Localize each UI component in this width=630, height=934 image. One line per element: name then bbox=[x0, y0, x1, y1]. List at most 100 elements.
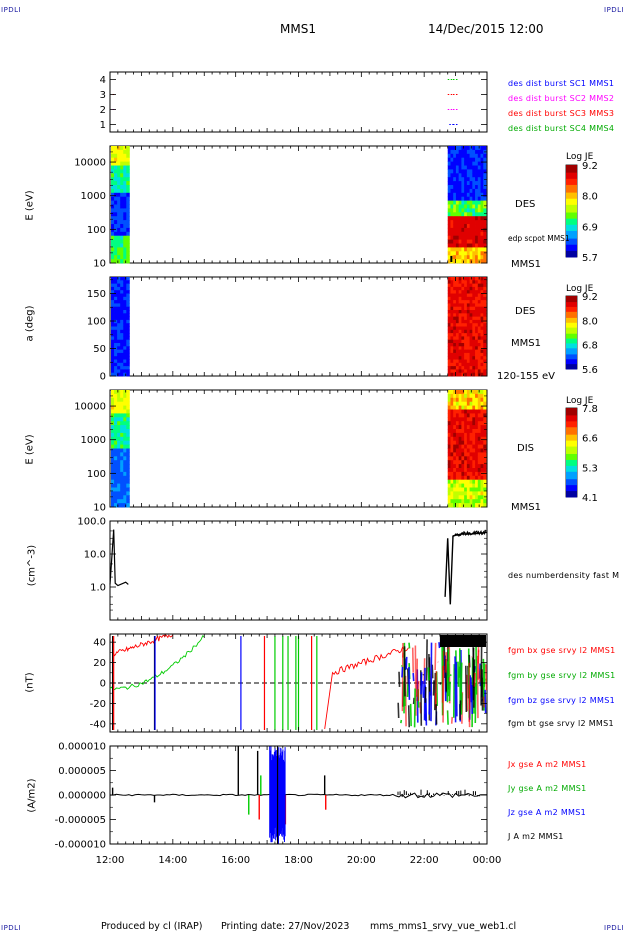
des-pitch-heatmap-cell bbox=[117, 313, 121, 317]
des-energy-heatmap-cell bbox=[469, 220, 473, 225]
des-pitch-heatmap-cell bbox=[475, 339, 479, 344]
des-energy-heatmap-cell bbox=[453, 227, 457, 233]
des-energy-heatmap-cell bbox=[450, 243, 454, 248]
des-energy-heatmap-cell bbox=[472, 146, 476, 151]
des-pitch-heatmap-cell bbox=[450, 329, 454, 334]
des-energy-heatmap-cell bbox=[111, 185, 115, 190]
des-pitch-heatmap-cell bbox=[450, 359, 454, 364]
dis-energy-heatmap-cell bbox=[461, 401, 465, 406]
des-energy-heatmap-cell bbox=[111, 146, 115, 151]
dis-energy-heatmap-cell bbox=[117, 475, 121, 481]
des-pitch-heatmap-cell bbox=[120, 329, 124, 334]
des-pitch-heatmap-cell bbox=[480, 310, 484, 314]
des-pitch-heatmap-cell bbox=[475, 313, 479, 317]
des-energy-heatmap-cell bbox=[464, 169, 468, 174]
dis-energy-heatmap-cell bbox=[461, 429, 465, 434]
des-energy-heatmap-cell bbox=[469, 243, 473, 248]
dis-energy-heatmap-cell bbox=[461, 393, 465, 399]
des-energy-colorbar-cell bbox=[566, 238, 577, 241]
dis-energy-heatmap-cell bbox=[469, 448, 473, 453]
des-energy-heatmap-cell bbox=[461, 204, 465, 209]
des-energy-heatmap-cell bbox=[114, 153, 118, 159]
des-energy-heatmap-cell bbox=[477, 177, 481, 182]
des-pitch-colorbar-cell bbox=[566, 313, 577, 315]
dis-energy-heatmap-cell bbox=[123, 405, 127, 410]
des-energy-heatmap-cell bbox=[114, 161, 118, 166]
dis-energy-heatmap-cell bbox=[123, 499, 127, 504]
dis-energy-heatmap-cell bbox=[126, 429, 130, 434]
des-pitch-heatmap-cell bbox=[475, 300, 479, 304]
des-energy-heatmap-cell bbox=[455, 149, 460, 155]
dis-energy-colorbar-cell bbox=[566, 437, 577, 440]
b-turbulence bbox=[442, 665, 445, 723]
dis-energy-heatmap-cell bbox=[466, 405, 470, 410]
des-energy-colorbar-cell bbox=[566, 165, 577, 168]
des-energy-heatmap-cell bbox=[123, 259, 127, 264]
des-pitch-heatmap-cell bbox=[455, 296, 460, 301]
des-pitch-heatmap-cell bbox=[123, 306, 127, 311]
des-energy-heatmap-cell bbox=[117, 251, 121, 256]
des-pitch-heatmap-cell bbox=[453, 286, 457, 291]
des-energy-heatmap-cell bbox=[447, 181, 451, 186]
des-energy-heatmap-cell bbox=[477, 200, 481, 205]
dis-energy-colorbar-cell bbox=[566, 433, 577, 436]
des-energy-heatmap-cell bbox=[123, 157, 127, 162]
des-energy-heatmap-cell bbox=[120, 146, 124, 151]
des-pitch-heatmap-cell bbox=[114, 339, 118, 344]
dis-energy-heatmap-cell bbox=[464, 413, 468, 418]
des-pitch-heatmap-cell bbox=[114, 296, 118, 301]
dis-energy-heatmap-cell bbox=[114, 409, 118, 414]
des-pitch-heatmap-cell bbox=[111, 359, 115, 364]
des-energy-heatmap-cell bbox=[475, 235, 479, 240]
des-pitch-heatmap-cell bbox=[472, 372, 476, 377]
des-pitch-colorbar-cell bbox=[566, 306, 577, 309]
dis-energy-heatmap-cell bbox=[466, 475, 470, 481]
dis-energy-heatmap-cell bbox=[469, 401, 473, 406]
des-pitch-heatmap-cell bbox=[111, 316, 115, 321]
dis-energy-colorbar-cell bbox=[566, 445, 577, 448]
des-pitch-heatmap-cell bbox=[450, 323, 454, 327]
des-energy-heatmap-cell bbox=[458, 251, 462, 256]
des-energy-heatmap-cell bbox=[475, 157, 479, 162]
des-pitch-heatmap-cell bbox=[120, 286, 124, 291]
dis-energy-heatmap-cell bbox=[450, 487, 454, 492]
b-turbulence bbox=[412, 697, 415, 705]
des-pitch-heatmap-cell bbox=[483, 372, 487, 377]
des-pitch-heatmap-cell bbox=[472, 339, 476, 344]
des-energy-heatmap-cell bbox=[461, 220, 465, 225]
dis-energy-heatmap-cell bbox=[458, 405, 462, 410]
des-pitch-heatmap-cell bbox=[126, 303, 130, 308]
des-pitch-heatmap-cell bbox=[483, 277, 487, 281]
dis-energy-heatmap-cell bbox=[120, 483, 124, 488]
des-energy-heatmap-cell bbox=[480, 243, 484, 248]
des-energy-heatmap-cell bbox=[461, 173, 465, 178]
dis-energy-heatmap-cell bbox=[477, 432, 481, 438]
des-energy-heatmap-cell bbox=[123, 204, 127, 209]
des-pitch-heatmap-cell bbox=[472, 329, 476, 334]
des-pitch-heatmap-cell bbox=[466, 329, 470, 334]
b-turbulence bbox=[457, 661, 460, 687]
des-pitch-heatmap-cell bbox=[461, 339, 465, 344]
dis-energy-heatmap-cell bbox=[117, 436, 121, 442]
des-energy-heatmap-cell bbox=[480, 157, 484, 162]
dis-energy-heatmap-cell bbox=[447, 397, 451, 403]
des-pitch-heatmap-cell bbox=[469, 310, 473, 314]
b-turbulence bbox=[397, 702, 400, 719]
dis-energy-heatmap-cell bbox=[480, 460, 484, 465]
des-pitch-heatmap-cell bbox=[453, 290, 457, 294]
des-pitch-heatmap-cell bbox=[472, 303, 476, 308]
des-pitch-heatmap-cell bbox=[120, 333, 124, 337]
des-pitch-colorbar-cell bbox=[566, 302, 577, 304]
y-tick-label: 1000 bbox=[81, 191, 106, 202]
dis-energy-colorbar-cell bbox=[566, 495, 577, 498]
des-energy-heatmap-cell bbox=[472, 239, 476, 244]
des-pitch-heatmap-cell bbox=[466, 280, 470, 284]
dis-energy-heatmap-cell bbox=[483, 456, 487, 461]
des-energy-heatmap-cell bbox=[466, 231, 470, 237]
des-energy-heatmap-cell bbox=[117, 212, 121, 217]
des-pitch-heatmap-cell bbox=[466, 352, 470, 357]
des-pitch-heatmap-cell bbox=[458, 346, 462, 350]
des-pitch-heatmap-cell bbox=[480, 349, 484, 354]
des-pitch-heatmap-cell bbox=[458, 319, 462, 324]
des-pitch-heatmap-cell bbox=[111, 319, 115, 324]
